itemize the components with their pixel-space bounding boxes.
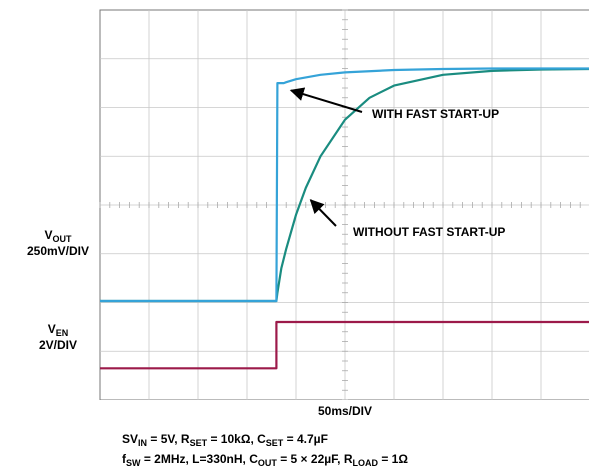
condition-text: = 10kΩ, C — [207, 432, 266, 446]
test-conditions-line-1: SVIN = 5V, RSET = 10kΩ, CSET = 4.7µF — [122, 432, 328, 448]
condition-text: = 2MHz, L=330nH, C — [140, 452, 258, 466]
ven-label-main: V — [47, 322, 56, 336]
annotations: WITH FAST START-UP WITHOUT FAST START-UP — [289, 87, 505, 239]
annotation-label: WITH FAST START-UP — [372, 107, 499, 121]
condition-subscript: SET — [265, 438, 284, 448]
traces — [100, 67, 589, 370]
x-axis-label: 50ms/DIV — [317, 404, 373, 418]
annotation-arrow — [309, 199, 337, 227]
trace-vout-with — [100, 67, 589, 303]
ven-channel-label: VEN 2V/DIV — [18, 322, 98, 352]
vout-label-sub: OUT — [52, 234, 72, 244]
vout-scale: 250mV/DIV — [26, 244, 90, 258]
trace-ven — [100, 320, 589, 370]
oscilloscope-plot: WITH FAST START-UP WITHOUT FAST START-UP — [99, 9, 589, 400]
ven-label-sub: EN — [55, 328, 69, 338]
condition-text: SV — [122, 432, 139, 446]
test-conditions-line-2: fSW = 2MHz, L=330nH, COUT = 5 × 22µF, RL… — [122, 452, 408, 468]
condition-text: f — [122, 452, 126, 466]
condition-subscript: LOAD — [352, 458, 379, 468]
condition-subscript: SW — [126, 458, 141, 468]
trace-vout-without — [100, 67, 589, 303]
ven-scale: 2V/DIV — [38, 338, 77, 352]
condition-subscript: OUT — [257, 458, 277, 468]
graticule — [99, 9, 589, 400]
condition-text: = 4.7µF — [283, 432, 328, 446]
condition-text: = 5 × 22µF, R — [276, 452, 353, 466]
vout-channel-label: VOUT 250mV/DIV — [18, 228, 98, 258]
annotation-label: WITHOUT FAST START-UP — [353, 225, 505, 239]
condition-subscript: IN — [138, 438, 148, 448]
annotation-arrow — [289, 87, 363, 113]
condition-text: = 5V, R — [147, 432, 190, 446]
condition-subscript: SET — [189, 438, 208, 448]
condition-text: = 1Ω — [378, 452, 408, 466]
vout-label-main: V — [44, 228, 53, 242]
